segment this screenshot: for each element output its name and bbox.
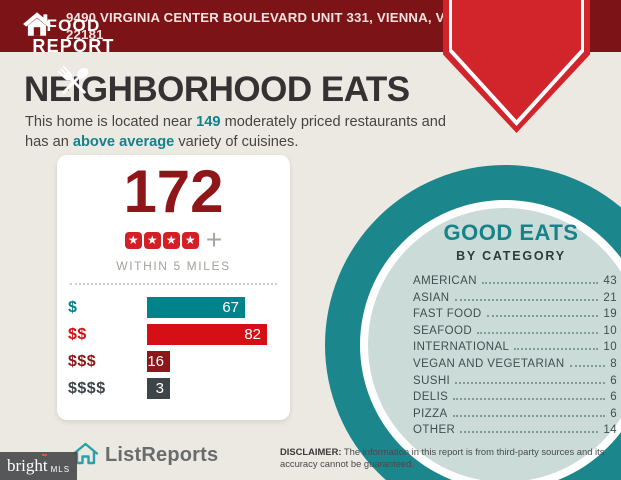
category-row: SEAFOOD 10 xyxy=(413,325,617,342)
brightmls-wordmark: bright xyxy=(6,454,48,475)
ribbon-title-line1: FOOD xyxy=(46,16,101,35)
house-icon xyxy=(22,9,52,44)
price-bar: 67 xyxy=(147,297,245,318)
category-row: VEGAN AND VEGETARIAN 8 xyxy=(413,358,617,375)
dotted-leader xyxy=(453,398,606,401)
star-rating: ★ ★ ★ ★ + xyxy=(57,226,290,254)
category-list: AMERICAN 43 ASIAN 21 FAST FOOD 19 SEAFOOD 10 INT… xyxy=(405,275,617,441)
brightmls-suffix: MLS xyxy=(50,464,71,474)
star-icon: ★ xyxy=(181,231,199,249)
page-title: NEIGHBORHOOD EATS xyxy=(24,70,410,109)
ribbon-title: FOOD REPORT xyxy=(0,16,147,58)
category-row: OTHER 14 xyxy=(413,424,617,441)
category-row: PIZZA 6 xyxy=(413,408,617,425)
restaurant-count-highlight: 149 xyxy=(196,114,221,130)
price-level-label: $$$ xyxy=(68,352,97,370)
dotted-leader xyxy=(455,381,606,384)
property-address: 9490 Virginia Center Boulevard Unit 331,… xyxy=(66,9,453,42)
category-label: OTHER xyxy=(413,424,456,437)
category-label: INTERNATIONAL xyxy=(413,341,510,354)
subtitle-text: variety of cuisines. xyxy=(174,134,299,151)
radius-label: WITHIN 5 MILES xyxy=(116,259,231,273)
dotted-divider xyxy=(70,283,277,285)
category-label: DELIS xyxy=(413,391,449,404)
price-bar: 3 xyxy=(147,378,170,399)
ribbon-title-line2: REPORT xyxy=(32,36,115,57)
price-row: $67 xyxy=(57,294,290,321)
category-value: 8 xyxy=(610,357,617,370)
category-row: SUSHI 6 xyxy=(413,375,617,392)
crossed-spoon-fork-icon xyxy=(53,62,95,111)
listreports-logo: ListReports xyxy=(72,441,218,470)
category-value: 10 xyxy=(603,324,617,337)
disclaimer-text: DISCLAIMER: The information in this repo… xyxy=(280,446,620,471)
brightmls-logo: bright MLS xyxy=(0,452,77,480)
subtitle-text: This home is located near xyxy=(25,114,197,130)
category-circle-fill xyxy=(368,208,621,480)
price-row: $$ 82 xyxy=(57,321,290,348)
price-row: $$$ 16 xyxy=(57,348,290,375)
price-bar: 16 xyxy=(147,351,170,372)
dotted-leader xyxy=(481,282,599,284)
star-icon: ★ xyxy=(162,231,180,249)
ribbon-inner xyxy=(452,0,581,120)
category-row: DELIS 6 xyxy=(413,391,617,408)
category-value: 6 xyxy=(610,374,617,387)
restaurant-summary-card: 172 ★ ★ ★ ★ + WITHIN 5 MILES $67 $$ 82 $$$ 16 $$$… xyxy=(57,155,290,420)
category-value: 21 xyxy=(603,291,617,304)
category-label: FAST FOOD xyxy=(413,308,482,321)
page-subtitle: This home is located near 149 moderately… xyxy=(25,112,467,152)
category-value: 19 xyxy=(603,308,617,321)
category-label: VEGAN AND VEGETARIAN xyxy=(413,357,565,370)
category-row: AMERICAN 43 xyxy=(413,275,617,292)
category-value: 14 xyxy=(603,424,617,437)
price-row: $$$$ 3 xyxy=(57,375,290,402)
category-label: PIZZA xyxy=(413,407,448,420)
disclaimer-label: DISCLAIMER: xyxy=(280,446,342,457)
category-row: FAST FOOD 19 xyxy=(413,308,617,325)
category-row: ASIAN 21 xyxy=(413,292,617,309)
disclaimer-body: The information in this report is from t… xyxy=(280,446,605,470)
dotted-leader xyxy=(514,348,599,351)
price-bar: 82 xyxy=(147,324,267,345)
price-bar-chart: $67 $$ 82 $$$ 16 $$$$ 3 xyxy=(57,294,290,402)
dotted-leader xyxy=(452,414,606,417)
category-value: 43 xyxy=(603,275,617,287)
restaurant-total-count: 172 xyxy=(123,158,224,225)
category-row: INTERNATIONAL 10 xyxy=(413,341,617,358)
category-label: AMERICAN xyxy=(413,275,477,287)
category-value: 6 xyxy=(610,391,617,404)
price-level-label: $ xyxy=(68,298,78,316)
dotted-leader xyxy=(569,364,606,367)
food-report-ribbon xyxy=(443,0,590,133)
price-bar-value: 82 xyxy=(244,326,261,343)
category-value: 10 xyxy=(603,341,617,354)
price-level-label: $$$$ xyxy=(68,379,106,397)
price-level-label: $$ xyxy=(68,325,87,343)
dotted-leader xyxy=(460,431,599,434)
dotted-leader xyxy=(454,298,599,301)
listreports-wordmark: ListReports xyxy=(105,444,219,466)
good-eats-subtitle: BY CATEGORY xyxy=(456,249,566,263)
dotted-leader xyxy=(477,331,599,334)
star-icon: ★ xyxy=(124,231,142,249)
price-bar-value: 3 xyxy=(155,380,164,397)
category-label: SUSHI xyxy=(413,374,451,387)
brightmls-mark xyxy=(41,454,47,456)
plus-sign: + xyxy=(205,224,223,255)
good-eats-title: GOOD EATS xyxy=(443,220,579,245)
variety-highlight: above average xyxy=(72,134,175,151)
listreports-house-icon xyxy=(72,441,99,470)
category-value: 6 xyxy=(610,407,617,420)
star-icon: ★ xyxy=(143,231,161,249)
category-label: ASIAN xyxy=(413,291,450,304)
subtitle-text: moderately priced restaurants and has an xyxy=(25,114,447,151)
price-bar-value: 67 xyxy=(222,299,239,316)
good-eats-panel: GOOD EATS BY CATEGORY AMERICAN 43 ASIAN 21 F… xyxy=(405,220,617,441)
dotted-leader xyxy=(486,315,599,318)
price-bar-value: 16 xyxy=(147,353,164,370)
category-label: SEAFOOD xyxy=(413,324,473,337)
